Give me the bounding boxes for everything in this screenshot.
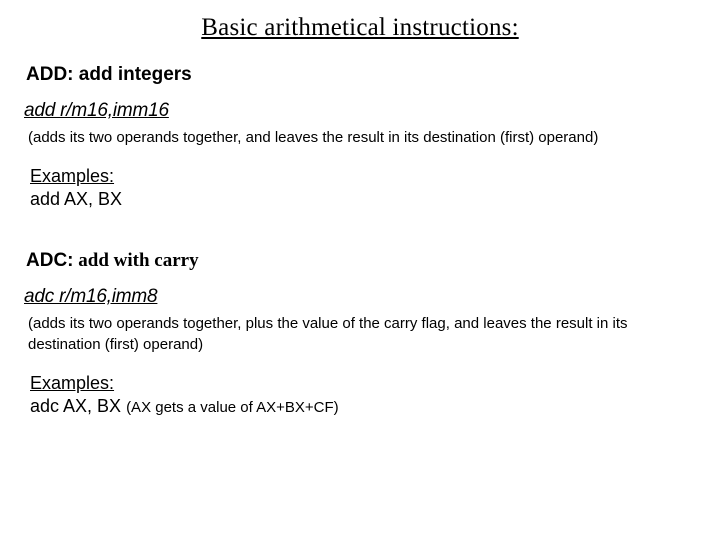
adc-header-rest: add with carry — [74, 250, 199, 271]
adc-example: adc AX, BX (AX gets a value of AX+BX+CF) — [30, 396, 702, 417]
adc-example-main: adc AX, BX — [30, 396, 126, 416]
add-examples-label: Examples: — [30, 166, 702, 187]
add-syntax: add r/m16,imm16 — [24, 100, 702, 122]
add-section: ADD: add integers add r/m16,imm16 (adds … — [18, 64, 702, 210]
adc-header: ADC: add with carry — [26, 250, 702, 272]
adc-examples-label: Examples: — [30, 373, 702, 394]
adc-description: (adds its two operands together, plus th… — [28, 314, 702, 355]
add-header: ADD: add integers — [26, 64, 702, 86]
add-description: (adds its two operands together, and lea… — [28, 128, 702, 148]
adc-section: ADC: add with carry adc r/m16,imm8 (adds… — [18, 250, 702, 417]
adc-mnemonic: ADC: — [26, 250, 74, 271]
add-example: add AX, BX — [30, 189, 702, 210]
page-title: Basic arithmetical instructions: — [18, 14, 702, 42]
adc-example-note: (AX gets a value of AX+BX+CF) — [126, 399, 339, 416]
adc-syntax: adc r/m16,imm8 — [24, 286, 702, 308]
